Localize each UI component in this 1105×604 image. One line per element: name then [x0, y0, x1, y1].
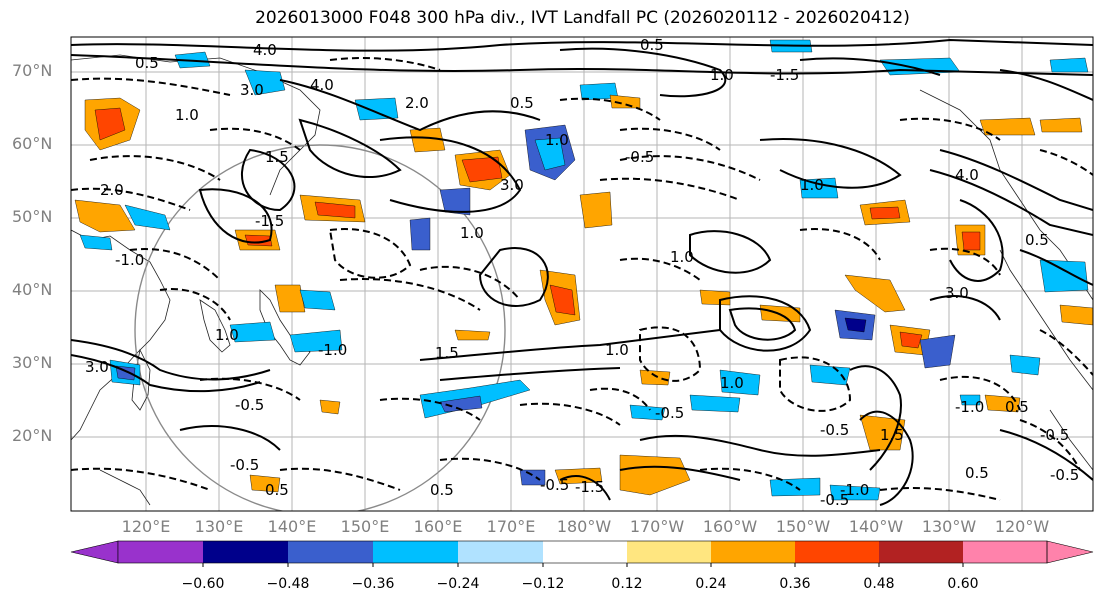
colorbar-segment: [288, 541, 373, 563]
contour-label: 1.0: [670, 248, 694, 266]
contour-label: 0.5: [265, 481, 289, 499]
contour-label: 0.5: [1005, 398, 1029, 416]
contour-label: 1.0: [710, 66, 734, 84]
contour-label: -1.5: [255, 212, 284, 230]
colorbar-extend-high: [1046, 540, 1094, 564]
colorbar-tick-label: −0.36: [351, 576, 395, 592]
colorbar-tick-label: 0.60: [947, 576, 979, 592]
lon-label: 140°W: [848, 517, 904, 536]
colorbar-segment: [627, 541, 711, 563]
lon-label: 120°E: [121, 517, 171, 536]
contour-label: -0.5: [540, 476, 569, 494]
contour-label: 4.0: [955, 166, 979, 184]
colorbar-segment: [795, 541, 879, 563]
map-plot-area: [71, 37, 1093, 511]
colorbar-tick-label: 0.48: [863, 576, 895, 592]
contour-label: -1.0: [318, 341, 347, 359]
contour-label: 1.0: [800, 176, 824, 194]
colorbar-tick-label: −0.24: [436, 576, 480, 592]
colorbar-segment: [118, 541, 203, 563]
colorbar-tick-label: 0.36: [779, 576, 811, 592]
contour-label: -0.5: [820, 421, 849, 439]
contour-label: -0.5: [1050, 466, 1079, 484]
map-title: 2026013000 F048 300 hPa div., IVT Landfa…: [255, 8, 910, 28]
map-border: [70, 36, 1094, 512]
contour-label: 3.0: [85, 358, 109, 376]
colorbar-tick-label: −0.48: [266, 576, 310, 592]
contour-label: 3.0: [945, 284, 969, 302]
contour-label: 1.0: [605, 341, 629, 359]
colorbar: [70, 540, 1094, 567]
colorbar-tick-label: −0.12: [521, 576, 565, 592]
lat-label: 50°N: [12, 207, 53, 226]
contour-label: 2.0: [100, 181, 124, 199]
contour-label: 0.5: [1025, 231, 1049, 249]
lat-label: 20°N: [12, 426, 53, 445]
contour-label: 3.0: [500, 176, 524, 194]
contour-label: -0.5: [235, 396, 264, 414]
lon-label: 180°W: [556, 517, 612, 536]
contour-label: -0.5: [820, 491, 849, 509]
colorbar-segment: [879, 541, 963, 563]
contour-label: -1.0: [840, 481, 869, 499]
lat-label: 30°N: [12, 353, 53, 372]
lon-label: 170°W: [629, 517, 685, 536]
lon-label: 130°E: [194, 517, 244, 536]
contour-label: 0.5: [510, 94, 534, 112]
colorbar-segment: [711, 541, 795, 563]
colorbar-segment: [543, 541, 627, 563]
lon-label: 140°E: [267, 517, 317, 536]
contour-label: -0.5: [1040, 426, 1069, 444]
contour-label: 3.0: [240, 81, 264, 99]
contour-label: 1.5: [880, 426, 904, 444]
lon-label: 150°W: [775, 517, 831, 536]
contour-label-group: 4.0 3.0 2.0 1.5 1.0 0.5 4.0 3.0 -1.0 -1.…: [85, 36, 1079, 509]
contour-label: -0.5: [655, 404, 684, 422]
dashed-contours: [71, 57, 1093, 501]
contour-label: 1.0: [215, 326, 239, 344]
lat-label: 60°N: [12, 134, 53, 153]
lon-label: 170°E: [486, 517, 536, 536]
shaded-anomalies: [74, 39, 1093, 501]
colorbar-segment: [458, 541, 543, 563]
contour-label: 0.5: [640, 36, 664, 54]
solid-contours: [71, 38, 1093, 506]
colorbar-tick-label: 0.24: [695, 576, 727, 592]
lon-label: 150°E: [340, 517, 390, 536]
contour-label: -1.0: [955, 398, 984, 416]
contour-label: -1.5: [770, 66, 799, 84]
contour-label: 1.0: [175, 106, 199, 124]
contour-label: 1.0: [460, 224, 484, 242]
contour-label: -0.5: [230, 456, 259, 474]
contour-label: 4.0: [253, 41, 277, 59]
contour-label: 2.0: [405, 94, 429, 112]
contour-label: -1.0: [115, 251, 144, 269]
contour-label: 1.5: [435, 344, 459, 362]
contour-label: 0.5: [135, 54, 159, 72]
colorbar-tick-label: 0.12: [611, 576, 643, 592]
lon-label: 120°W: [994, 517, 1050, 536]
colorbar-segment: [373, 541, 458, 563]
lon-label: 130°W: [921, 517, 977, 536]
contour-label: 4.0: [310, 76, 334, 94]
lon-label: 160°E: [413, 517, 463, 536]
landfall-region-circle: [134, 144, 506, 511]
contour-label: 1.0: [720, 374, 744, 392]
lat-label: 70°N: [12, 61, 53, 80]
contour-label: -0.5: [625, 148, 654, 166]
contour-label: -1.5: [575, 478, 604, 496]
lat-label: 40°N: [12, 280, 53, 299]
colorbar-segment: [203, 541, 288, 563]
colorbar-segment: [963, 541, 1047, 563]
colorbar-tick-label: −0.60: [181, 576, 225, 592]
contour-label: 1.0: [545, 131, 569, 149]
colorbar-extend-low: [70, 540, 119, 564]
contour-label: 0.5: [965, 464, 989, 482]
contour-label: 0.5: [430, 481, 454, 499]
lon-label: 160°W: [702, 517, 758, 536]
contour-label: 1.5: [265, 148, 289, 166]
graticule: [71, 37, 1093, 511]
